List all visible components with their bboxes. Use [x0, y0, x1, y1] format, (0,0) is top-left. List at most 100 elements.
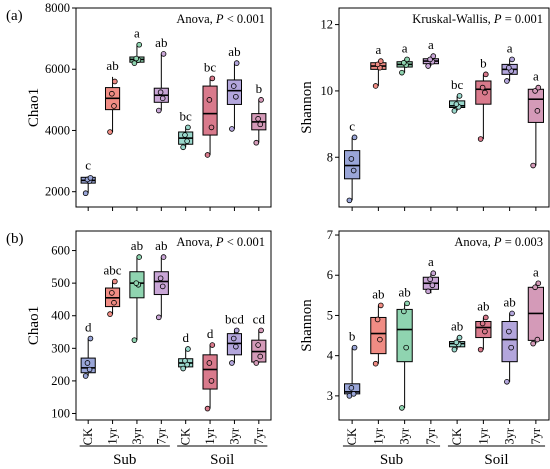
data-point [453, 339, 460, 346]
data-point [206, 360, 213, 366]
data-point [255, 342, 261, 348]
significance-letter: c [85, 157, 91, 172]
significance-letter: ab [503, 294, 515, 309]
significance-letter: ab [451, 319, 463, 334]
significance-letter: b [349, 329, 356, 344]
x-tick-label: 7yr [154, 427, 168, 445]
data-point [483, 314, 489, 321]
significance-letter: a [428, 37, 434, 52]
y-axis-label: Chao1 [26, 306, 42, 345]
data-point [482, 89, 488, 96]
chart-b-left: 100 200 300 400 500 600 Chao1 Anova, P < 0.001 (… [6, 230, 272, 468]
data-point [530, 162, 536, 169]
data-point [429, 282, 436, 289]
group-label: Soil [484, 452, 508, 468]
data-point [508, 344, 514, 351]
box-3yr-sub: ab [129, 238, 145, 343]
box-7yr-sub: a [422, 37, 439, 69]
y-tick-label: 3 [327, 389, 333, 403]
significance-letter: a [402, 40, 408, 55]
data-point [535, 84, 542, 91]
data-point [109, 290, 115, 296]
data-point [427, 276, 433, 283]
panel-label: (b) [6, 231, 24, 247]
box-CK-sub: c [80, 157, 96, 197]
data-point [184, 138, 190, 144]
data-point [233, 60, 240, 66]
box-3yr-soil: bcd [225, 311, 244, 366]
box-iqr [226, 333, 243, 356]
box-1yr-sub: ab [370, 286, 387, 367]
data-point [131, 337, 138, 343]
data-point [157, 89, 164, 95]
y-tick-label: 400 [51, 309, 70, 323]
y-axis-label: Shannon [299, 81, 315, 134]
data-point [350, 167, 357, 174]
significance-letter: ab [228, 44, 240, 59]
data-point [351, 134, 358, 141]
data-point [87, 175, 94, 181]
x-tick-label: 1yr [203, 427, 217, 445]
data-point [404, 56, 410, 63]
data-point [82, 373, 89, 379]
x-tick-label: CK [450, 428, 464, 445]
x-tick-label: 3yr [227, 427, 241, 445]
data-point [534, 108, 541, 114]
significance-letter: abc [104, 263, 122, 278]
significance-letter: ab [155, 238, 167, 253]
data-point [257, 121, 264, 128]
data-point [160, 254, 167, 260]
plot-frame [75, 7, 272, 208]
data-point [372, 360, 379, 367]
data-point [112, 278, 118, 285]
data-point [253, 139, 260, 146]
y-tick-label: 200 [51, 374, 70, 388]
data-point [160, 51, 167, 57]
data-point [477, 346, 484, 353]
x-tick-label: 7yr [529, 427, 543, 445]
data-point [534, 336, 541, 343]
data-point [157, 275, 164, 282]
data-point [399, 405, 405, 411]
data-point [453, 101, 460, 107]
data-point [456, 334, 463, 341]
data-point [504, 378, 510, 385]
data-point [206, 97, 213, 103]
significance-letter: ab [477, 298, 489, 313]
data-point [255, 116, 261, 122]
data-point [374, 61, 381, 68]
y-tick-label: 8000 [45, 1, 70, 15]
stat-annotation: Kruskal-Wallis, P = 0.001 [412, 12, 543, 26]
y-tick-label: 4000 [45, 123, 70, 137]
stat-annotation: Anova, P = 0.003 [454, 235, 543, 249]
data-point [209, 75, 216, 82]
data-point [229, 360, 235, 366]
box-iqr [501, 320, 518, 363]
data-point [430, 53, 437, 59]
box-3yr-sub: a [396, 40, 413, 76]
data-point [532, 284, 538, 291]
significance-letter: a [428, 254, 434, 269]
significance-letter: ab [106, 58, 118, 73]
data-point [483, 71, 489, 78]
significance-letter: bc [180, 108, 193, 123]
significance-letter: a [533, 264, 539, 279]
y-tick-label: 6 [327, 268, 333, 282]
data-point [180, 144, 186, 151]
box-CK-soil: ab [449, 319, 466, 353]
data-point [504, 78, 510, 84]
data-point [112, 78, 118, 85]
box-iqr [370, 316, 387, 355]
data-point [131, 60, 138, 66]
x-tick-label: 1yr [106, 427, 120, 445]
box-iqr [344, 150, 361, 180]
data-point [111, 103, 117, 109]
data-point [136, 41, 142, 48]
data-point [84, 360, 91, 366]
y-tick-label: 600 [51, 244, 70, 258]
plot-frame [75, 230, 272, 421]
box-CK-sub: d [80, 320, 96, 379]
data-point [456, 93, 463, 99]
box-CK-sub: b [344, 329, 361, 399]
